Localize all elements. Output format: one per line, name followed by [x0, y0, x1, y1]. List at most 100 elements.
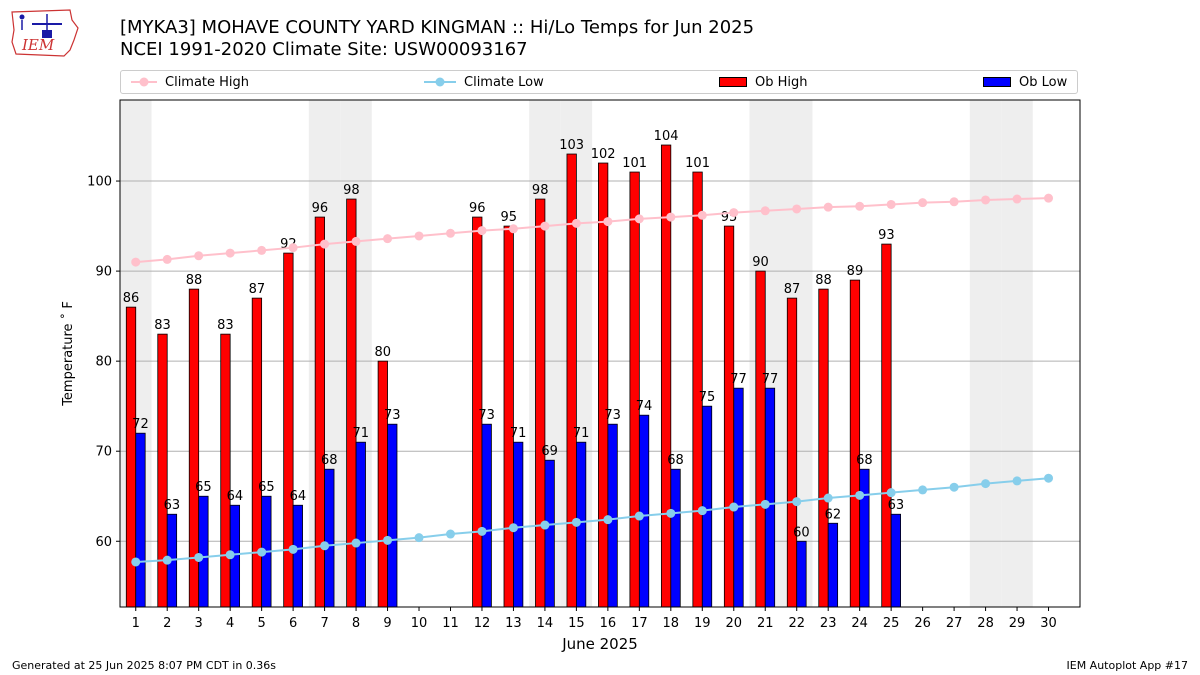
- climate-high-point: [477, 226, 487, 236]
- climate-low-point: [414, 533, 424, 543]
- x-tick-label: 3: [195, 616, 203, 631]
- ob-low-label: 68: [321, 453, 338, 468]
- ob-high-bar: [503, 225, 514, 608]
- climate-low-point: [949, 482, 959, 492]
- climate-low-point: [603, 515, 613, 525]
- climate-high-point: [634, 214, 644, 224]
- climate-high-point: [351, 236, 361, 246]
- legend-label-climate-high: Climate High: [165, 74, 250, 90]
- ob-low-label: 64: [290, 489, 307, 504]
- x-tick-label: 25: [883, 616, 900, 631]
- y-axis-label: Temperature ˚ F: [60, 301, 76, 407]
- ob-low-label: 60: [793, 525, 810, 540]
- climate-low-point: [823, 493, 833, 503]
- ob-low-label: 73: [604, 408, 621, 423]
- ob-high-label: 83: [154, 318, 171, 333]
- ob-high-bar: [598, 162, 609, 608]
- ob-low-bar: [764, 387, 776, 608]
- ob-low-bar: [859, 468, 870, 608]
- climate-high-point: [508, 224, 518, 234]
- y-tick-label: 60: [95, 535, 112, 550]
- x-tick-label: 4: [226, 616, 234, 631]
- y-tick-label: 80: [95, 355, 112, 370]
- legend-label-ob-low: Ob Low: [1019, 74, 1068, 90]
- climate-high-point: [571, 218, 581, 228]
- x-tick-label: 10: [411, 616, 428, 631]
- ob-low-bar: [355, 441, 366, 608]
- climate-high-point: [1012, 194, 1022, 204]
- climate-low-point: [729, 502, 739, 512]
- ob-low-label: 65: [258, 480, 275, 495]
- climate-low-point: [257, 547, 267, 557]
- climate-high-point: [981, 195, 991, 205]
- legend-item-climate-low: Climate Low: [424, 71, 544, 93]
- climate-high-point: [225, 248, 235, 258]
- ob-low-bar: [670, 468, 681, 608]
- climate-low-point: [886, 488, 896, 498]
- ob-low-label: 68: [667, 453, 684, 468]
- climate-low-point: [477, 526, 487, 536]
- ob-low-label: 71: [573, 426, 590, 441]
- climate-high-point: [445, 228, 455, 238]
- ob-high-label: 83: [217, 318, 234, 333]
- x-tick-label: 26: [914, 616, 931, 631]
- climate-low-point: [508, 523, 518, 533]
- ob-high-bar: [251, 297, 263, 608]
- y-tick-label: 90: [95, 265, 112, 280]
- ob-low-label: 63: [164, 498, 181, 513]
- climate-high-point: [792, 204, 802, 214]
- x-tick-label: 6: [289, 616, 297, 631]
- climate-high-point: [194, 251, 204, 261]
- x-tick-label: 27: [946, 616, 963, 631]
- climate-low-point: [981, 479, 991, 489]
- ob-high-label: 90: [752, 255, 769, 270]
- ob-low-label: 77: [762, 372, 779, 387]
- ob-low-bar: [135, 432, 146, 608]
- ob-low-bar: [796, 540, 807, 608]
- ob-low-bar: [324, 468, 335, 608]
- ob-low-label: 62: [825, 507, 842, 522]
- ob-low-label: 75: [699, 390, 716, 405]
- ob-high-bar: [755, 270, 766, 608]
- x-tick-label: 21: [757, 616, 774, 631]
- x-tick-label: 28: [977, 616, 994, 631]
- x-tick-label: 23: [820, 616, 837, 631]
- climate-low-line: [135, 477, 1049, 563]
- climate-low-point: [1012, 476, 1022, 486]
- ob-low-label: 73: [384, 408, 401, 423]
- x-tick-label: 9: [383, 616, 391, 631]
- ob-low-bar: [638, 414, 650, 608]
- ob-low-bar: [733, 387, 744, 608]
- climate-high-point: [320, 239, 330, 249]
- ob-high-label: 95: [500, 210, 517, 225]
- climate-low-point: [634, 511, 644, 521]
- ob-low-bar: [387, 423, 398, 608]
- climate-low-point: [1044, 473, 1054, 483]
- climate-high-point: [918, 198, 928, 208]
- plot-frame: [119, 99, 1081, 608]
- ob-high-bar: [535, 198, 546, 608]
- climate-high-point: [1044, 193, 1054, 203]
- ob-low-bar: [544, 459, 555, 608]
- climate-high-point: [414, 231, 424, 241]
- climate-high-line-icon: [131, 77, 157, 87]
- climate-low-point: [855, 490, 865, 500]
- x-tick-label: 8: [352, 616, 360, 631]
- ob-low-label: 63: [888, 498, 905, 513]
- climate-high-point: [540, 221, 550, 231]
- x-tick-label: 19: [694, 616, 711, 631]
- logo-text: IEM: [21, 36, 55, 54]
- ob-high-label: 93: [878, 228, 895, 243]
- climate-low-point: [320, 541, 330, 551]
- climate-low-point: [288, 544, 298, 554]
- x-tick-label: 16: [600, 616, 617, 631]
- ob-high-bar: [157, 333, 168, 608]
- ob-low-swatch-icon: [983, 77, 1011, 87]
- ob-high-label: 101: [622, 156, 647, 171]
- ob-high-label: 87: [784, 282, 801, 297]
- ob-low-label: 77: [730, 372, 747, 387]
- ob-high-label: 98: [343, 183, 360, 198]
- ob-low-label: 73: [478, 408, 495, 423]
- x-tick-label: 22: [788, 616, 805, 631]
- ob-high-label: 104: [654, 129, 679, 144]
